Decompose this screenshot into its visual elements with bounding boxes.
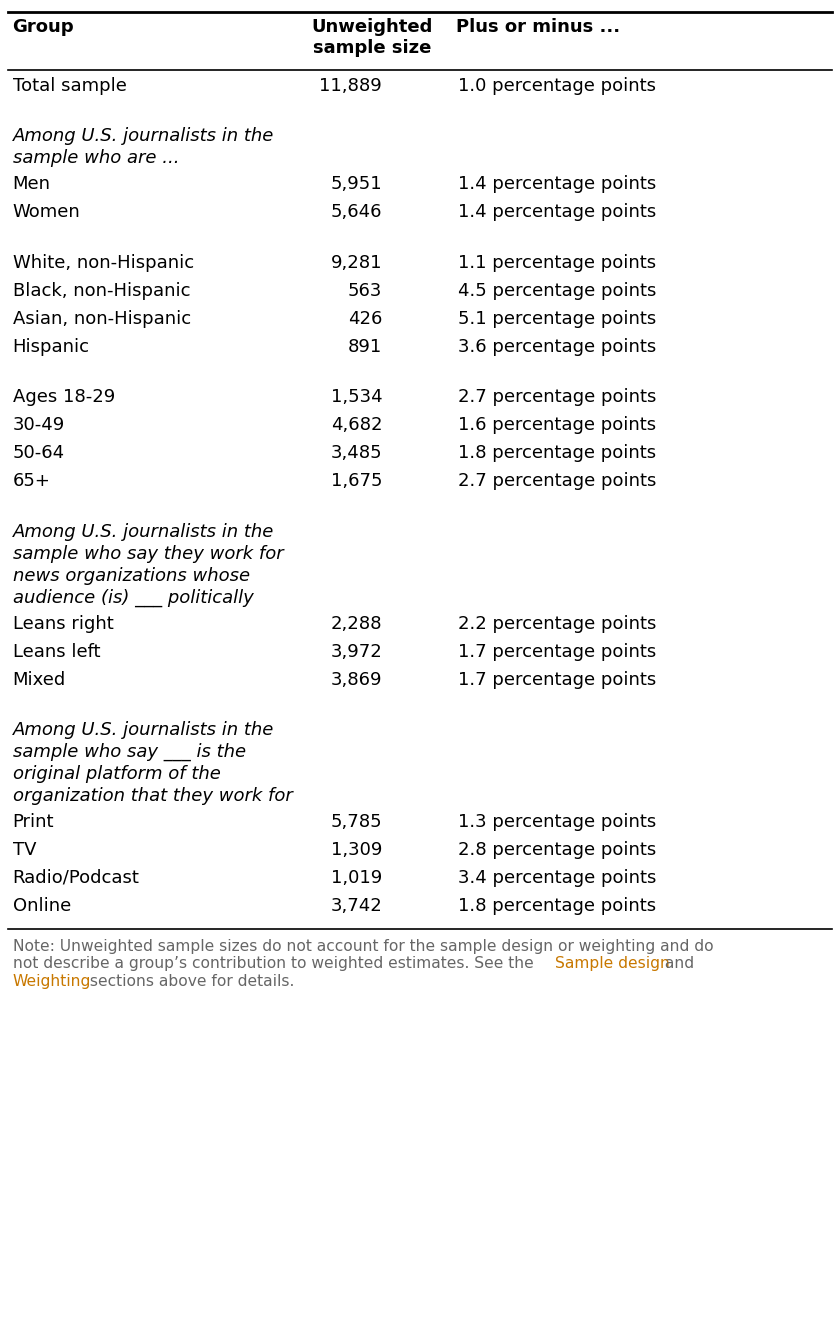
Text: 3,972: 3,972 bbox=[330, 643, 382, 660]
Text: Asian, non-Hispanic: Asian, non-Hispanic bbox=[13, 310, 191, 327]
Text: sections above for details.: sections above for details. bbox=[86, 974, 295, 989]
Text: TV: TV bbox=[13, 841, 36, 859]
Text: Total sample: Total sample bbox=[13, 76, 127, 95]
Text: 1.6 percentage points: 1.6 percentage points bbox=[458, 416, 656, 435]
Text: Among U.S. journalists in the: Among U.S. journalists in the bbox=[13, 721, 274, 739]
Text: 2.8 percentage points: 2.8 percentage points bbox=[458, 841, 656, 859]
Text: 4.5 percentage points: 4.5 percentage points bbox=[458, 282, 656, 299]
Text: 4,682: 4,682 bbox=[331, 416, 382, 435]
Text: 1.7 percentage points: 1.7 percentage points bbox=[458, 643, 656, 660]
Text: 1.0 percentage points: 1.0 percentage points bbox=[458, 76, 656, 95]
Text: Hispanic: Hispanic bbox=[13, 338, 90, 356]
Text: Sample design: Sample design bbox=[554, 957, 669, 972]
Text: 3,485: 3,485 bbox=[331, 444, 382, 462]
Text: audience (is) ___ politically: audience (is) ___ politically bbox=[13, 589, 254, 607]
Text: 11,889: 11,889 bbox=[319, 76, 382, 95]
Text: 9,281: 9,281 bbox=[331, 254, 382, 272]
Text: news organizations whose: news organizations whose bbox=[13, 566, 249, 585]
Text: 2.2 percentage points: 2.2 percentage points bbox=[458, 615, 656, 632]
Text: sample who say ___ is the: sample who say ___ is the bbox=[13, 743, 246, 761]
Text: Among U.S. journalists in the: Among U.S. journalists in the bbox=[13, 522, 274, 541]
Text: sample who say they work for: sample who say they work for bbox=[13, 545, 283, 562]
Text: organization that they work for: organization that they work for bbox=[13, 786, 292, 805]
Text: 1,309: 1,309 bbox=[331, 841, 382, 859]
Text: 65+: 65+ bbox=[13, 472, 50, 490]
Text: Note: Unweighted sample sizes do not account for the sample design or weighting : Note: Unweighted sample sizes do not acc… bbox=[13, 939, 713, 954]
Text: 1.8 percentage points: 1.8 percentage points bbox=[458, 444, 656, 462]
Text: and: and bbox=[659, 957, 694, 972]
Text: 2,288: 2,288 bbox=[331, 615, 382, 632]
Text: 1,019: 1,019 bbox=[331, 870, 382, 887]
Text: 1.4 percentage points: 1.4 percentage points bbox=[458, 176, 656, 193]
Text: Leans left: Leans left bbox=[13, 643, 100, 660]
Text: not describe a group’s contribution to weighted estimates. See the: not describe a group’s contribution to w… bbox=[13, 957, 538, 972]
Text: 5.1 percentage points: 5.1 percentage points bbox=[458, 310, 656, 327]
Text: 5,785: 5,785 bbox=[331, 813, 382, 831]
Text: 3.4 percentage points: 3.4 percentage points bbox=[458, 870, 656, 887]
Text: 5,646: 5,646 bbox=[331, 204, 382, 221]
Text: 2.7 percentage points: 2.7 percentage points bbox=[458, 388, 656, 407]
Text: 3,742: 3,742 bbox=[330, 896, 382, 915]
Text: 1.1 percentage points: 1.1 percentage points bbox=[458, 254, 656, 272]
Text: Women: Women bbox=[13, 204, 81, 221]
Text: White, non-Hispanic: White, non-Hispanic bbox=[13, 254, 194, 272]
Text: sample who are ...: sample who are ... bbox=[13, 149, 179, 168]
Text: 3,869: 3,869 bbox=[331, 671, 382, 688]
Text: 1.3 percentage points: 1.3 percentage points bbox=[458, 813, 656, 831]
Text: 1.7 percentage points: 1.7 percentage points bbox=[458, 671, 656, 688]
Text: Men: Men bbox=[13, 176, 50, 193]
Text: 563: 563 bbox=[348, 282, 382, 299]
Text: 30-49: 30-49 bbox=[13, 416, 65, 435]
Text: Plus or minus ...: Plus or minus ... bbox=[456, 17, 620, 36]
Text: Ages 18-29: Ages 18-29 bbox=[13, 388, 115, 407]
Text: Group: Group bbox=[13, 17, 74, 36]
Text: Online: Online bbox=[13, 896, 71, 915]
Text: Print: Print bbox=[13, 813, 54, 831]
Text: 50-64: 50-64 bbox=[13, 444, 65, 462]
Text: Black, non-Hispanic: Black, non-Hispanic bbox=[13, 282, 190, 299]
Text: 2.7 percentage points: 2.7 percentage points bbox=[458, 472, 656, 490]
Text: 891: 891 bbox=[348, 338, 382, 356]
Text: Weighting: Weighting bbox=[13, 974, 91, 989]
Text: 5,951: 5,951 bbox=[331, 176, 382, 193]
Text: 1,534: 1,534 bbox=[331, 388, 382, 407]
Text: Among U.S. journalists in the: Among U.S. journalists in the bbox=[13, 127, 274, 145]
Text: Radio/Podcast: Radio/Podcast bbox=[13, 870, 139, 887]
Text: Mixed: Mixed bbox=[13, 671, 66, 688]
Text: 3.6 percentage points: 3.6 percentage points bbox=[458, 338, 656, 356]
Text: 426: 426 bbox=[348, 310, 382, 327]
Text: Unweighted
sample size: Unweighted sample size bbox=[312, 17, 433, 56]
Text: Leans right: Leans right bbox=[13, 615, 113, 632]
Text: 1.8 percentage points: 1.8 percentage points bbox=[458, 896, 656, 915]
Text: 1,675: 1,675 bbox=[331, 472, 382, 490]
Text: original platform of the: original platform of the bbox=[13, 765, 220, 782]
Text: 1.4 percentage points: 1.4 percentage points bbox=[458, 204, 656, 221]
